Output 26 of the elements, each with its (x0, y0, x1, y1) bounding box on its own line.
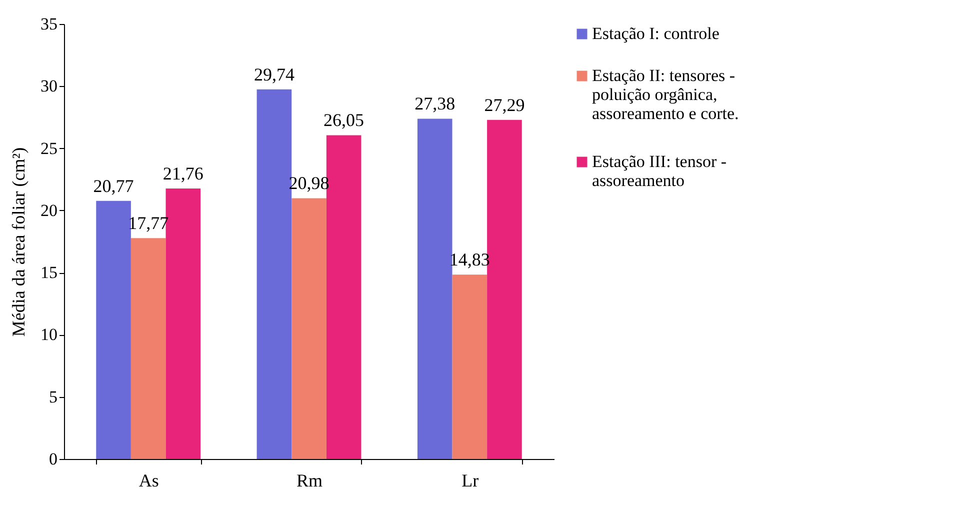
data-label: 26,05 (324, 110, 364, 130)
data-label: 20,77 (93, 176, 134, 196)
legend-label: Estação I: controle (592, 24, 720, 43)
data-label: 27,29 (484, 94, 525, 115)
x-tick-label: Rm (296, 470, 323, 490)
legend-label: Estação II: tensores - poluição orgânica, assoreamento e corte. (592, 66, 739, 123)
y-tick-label: 0 (49, 450, 58, 468)
bar (96, 200, 131, 459)
y-tick-label: 30 (40, 76, 58, 96)
data-label: 27,38 (414, 94, 456, 114)
y-tick-label: 10 (40, 325, 58, 344)
x-tick-label: Lr (462, 470, 479, 490)
bar (417, 118, 452, 459)
x-tick-label: As (138, 470, 159, 490)
data-label: 29,74 (254, 64, 294, 84)
y-tick-label: 5 (49, 387, 58, 406)
y-axis-title: Média da área foliar (cm²) (8, 147, 28, 337)
bar (292, 198, 326, 459)
y-tick-label: 35 (40, 14, 58, 34)
y-tick-label: 20 (40, 200, 58, 220)
y-tick-label: 25 (40, 138, 58, 158)
legend-label: Estação III: tensor - assoreamento (592, 152, 727, 190)
data-label: 21,76 (162, 164, 204, 184)
y-tick-label: 15 (40, 263, 58, 282)
bar (130, 238, 166, 459)
bar (452, 274, 488, 459)
